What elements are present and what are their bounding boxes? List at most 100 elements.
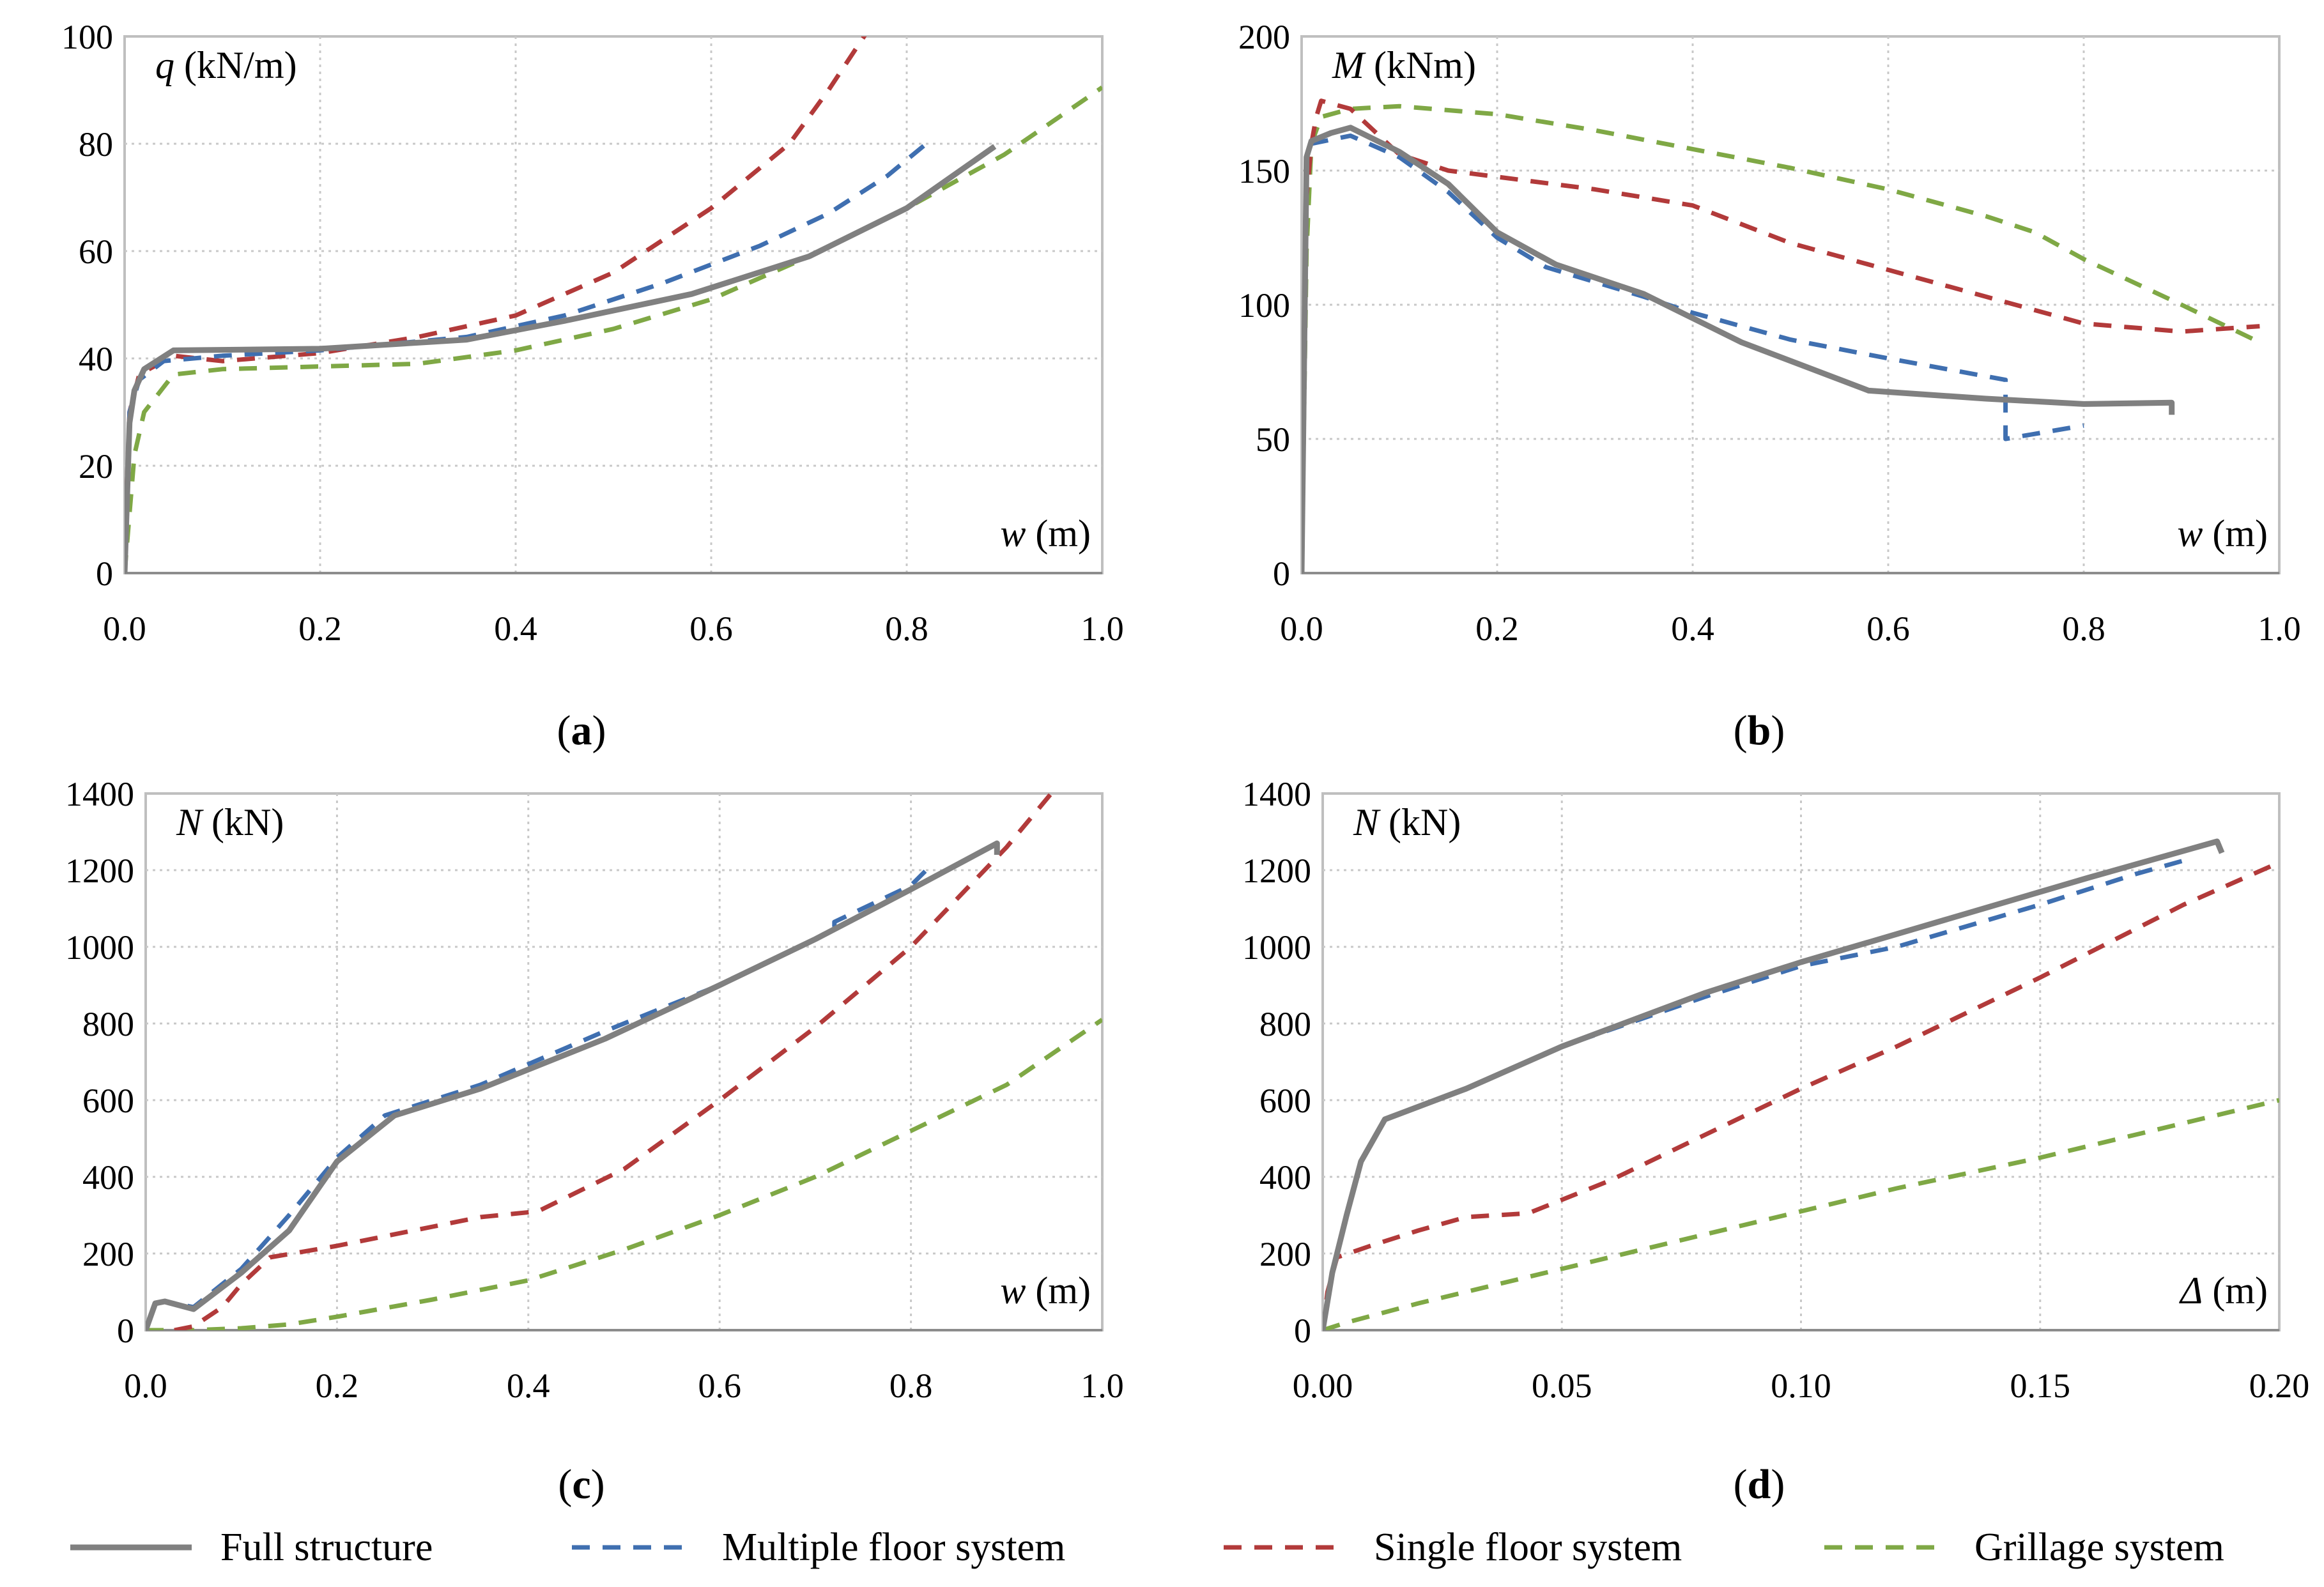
series-line-multiple-floor-system	[1302, 133, 2084, 573]
y-tick-label: 600	[82, 1082, 134, 1120]
x-tick-label: 0.0	[124, 1367, 167, 1405]
series-group	[1302, 98, 2261, 573]
x-axis-symbol: w	[1000, 1269, 1026, 1312]
series-group	[125, 36, 1102, 573]
legend-label-full-structure: Full structure	[220, 1526, 433, 1569]
chart-panel-d: 0.00 0.05 0.10 0.15 0.20 0 200 400 600 800 1000 120…	[1242, 775, 2309, 1508]
y-axis-label: N (kN)	[1353, 801, 1461, 843]
y-tick-label: 800	[82, 1005, 134, 1043]
series-line-grillage-system	[1323, 1098, 2279, 1330]
x-tick-label: 0.15	[2010, 1367, 2071, 1405]
x-tick-label: 0.6	[1866, 610, 1910, 648]
x-tick-label: 0.4	[507, 1367, 550, 1405]
y-tick-label: 0	[1294, 1312, 1311, 1350]
y-tick-label: 60	[79, 233, 113, 271]
x-tick-label: 0.4	[494, 610, 537, 648]
series-line-single-floor-system	[174, 793, 1054, 1330]
x-tick-label: 1.0	[1081, 610, 1124, 648]
x-tick-label: 0.00	[1293, 1367, 1353, 1405]
x-tick-label: 0.2	[298, 610, 342, 648]
x-tick-label: 0.0	[103, 610, 146, 648]
y-tick-label: 200	[82, 1235, 134, 1273]
series-line-full-structure	[146, 840, 1000, 1330]
y-tick-label: 800	[1259, 1005, 1311, 1043]
y-axis-symbol: M	[1332, 44, 1366, 86]
series-line-grillage-system	[146, 1018, 1102, 1330]
x-axis-label: w (m)	[1000, 512, 1091, 555]
series-group	[1323, 838, 2279, 1330]
y-tick-label: 0	[96, 555, 113, 593]
subfigure-letter: a	[571, 707, 592, 754]
y-axis-label: N (kN)	[176, 801, 284, 843]
chart-panel-a: 0.0 0.2 0.4 0.6 0.8 1.0 0 20 40 60 80 100 q (kN/m) w …	[61, 18, 1124, 754]
series-line-multiple-floor-system	[146, 864, 932, 1330]
x-tick-label: 0.2	[1475, 610, 1519, 648]
x-tick-label: 0.8	[889, 1367, 933, 1405]
y-tick-label: 1200	[65, 852, 134, 890]
x-tick-label: 0.8	[2062, 610, 2105, 648]
x-tick-label: 0.6	[698, 1367, 741, 1405]
y-tick-label: 150	[1238, 152, 1290, 190]
y-axis-unit: (kN)	[202, 801, 284, 843]
y-axis-label: M (kNm)	[1332, 44, 1476, 86]
series-line-single-floor-system	[1302, 98, 2260, 573]
plot-area-frame	[123, 35, 1104, 574]
x-tick-label: 0.4	[1671, 610, 1714, 648]
x-tick-label: 0.8	[885, 610, 928, 648]
x-axis-unit: (m)	[1026, 512, 1091, 555]
chart-panel-c: 0.0 0.2 0.4 0.6 0.8 1.0 0 200 400 600 800 1000 1200 1…	[65, 775, 1124, 1508]
series-line-grillage-system	[125, 85, 1102, 573]
y-tick-label: 1000	[65, 928, 134, 967]
y-tick-label: 200	[1238, 18, 1290, 56]
y-axis-symbol: N	[176, 801, 204, 843]
y-tick-label: 0	[1273, 555, 1290, 593]
x-axis-unit: (m)	[2203, 512, 2268, 555]
legend-label-grillage-system: Grillage system	[1974, 1526, 2224, 1569]
y-tick-label: 100	[1238, 286, 1290, 325]
y-tick-label: 80	[79, 125, 113, 164]
x-tick-label: 0.0	[1280, 610, 1323, 648]
y-axis-unit: (kN/m)	[174, 44, 297, 86]
x-tick-label: 0.10	[1771, 1367, 1831, 1405]
y-axis-symbol: N	[1353, 801, 1381, 843]
y-tick-label: 600	[1259, 1082, 1311, 1120]
y-tick-label: 0	[117, 1312, 134, 1350]
x-axis-label: w (m)	[1000, 1269, 1091, 1312]
legend: Full structure Multiple floor system Sin…	[70, 1526, 2224, 1569]
x-tick-label: 0.6	[689, 610, 733, 648]
x-axis-label: Δ (m)	[2179, 1269, 2268, 1312]
legend-label-multiple-floor-system: Multiple floor system	[722, 1526, 1065, 1569]
subfigure-label: (c)	[558, 1461, 604, 1508]
x-tick-label: 1.0	[1081, 1367, 1124, 1405]
y-tick-label: 1000	[1242, 928, 1311, 967]
legend-label-single-floor-system: Single floor system	[1374, 1526, 1682, 1569]
subfigure-label: (b)	[1734, 707, 1785, 754]
y-tick-label: 400	[1259, 1158, 1311, 1197]
subfigure-label: (d)	[1734, 1461, 1785, 1508]
x-axis-unit: (m)	[2203, 1269, 2268, 1312]
x-tick-label: 0.05	[1532, 1367, 1592, 1405]
x-axis-symbol: w	[1000, 512, 1026, 555]
y-tick-label: 1400	[1242, 775, 1311, 813]
x-axis-symbol: Δ	[2179, 1269, 2203, 1312]
series-line-grillage-system	[1302, 103, 2261, 573]
subfigure-letter: b	[1748, 707, 1771, 754]
y-tick-label: 40	[79, 340, 113, 378]
y-tick-label: 200	[1259, 1235, 1311, 1273]
y-axis-label: q (kN/m)	[155, 44, 297, 86]
series-line-full-structure	[1302, 125, 2175, 573]
x-tick-label: 0.2	[316, 1367, 359, 1405]
series-line-single-floor-system	[125, 36, 867, 547]
x-axis-label: w (m)	[2177, 512, 2268, 555]
plot-area-frame	[144, 792, 1104, 1331]
subfigure-letter: c	[572, 1461, 590, 1508]
legend-item-multiple-floor-system: Multiple floor system	[572, 1526, 1065, 1569]
y-tick-label: 1200	[1242, 852, 1311, 890]
y-axis-symbol: q	[155, 44, 174, 86]
legend-item-grillage-system: Grillage system	[1824, 1526, 2224, 1569]
subfigure-label: (a)	[557, 707, 606, 754]
y-tick-label: 50	[1256, 420, 1290, 459]
legend-item-full-structure: Full structure	[70, 1526, 433, 1569]
y-axis-unit: (kNm)	[1364, 44, 1476, 86]
